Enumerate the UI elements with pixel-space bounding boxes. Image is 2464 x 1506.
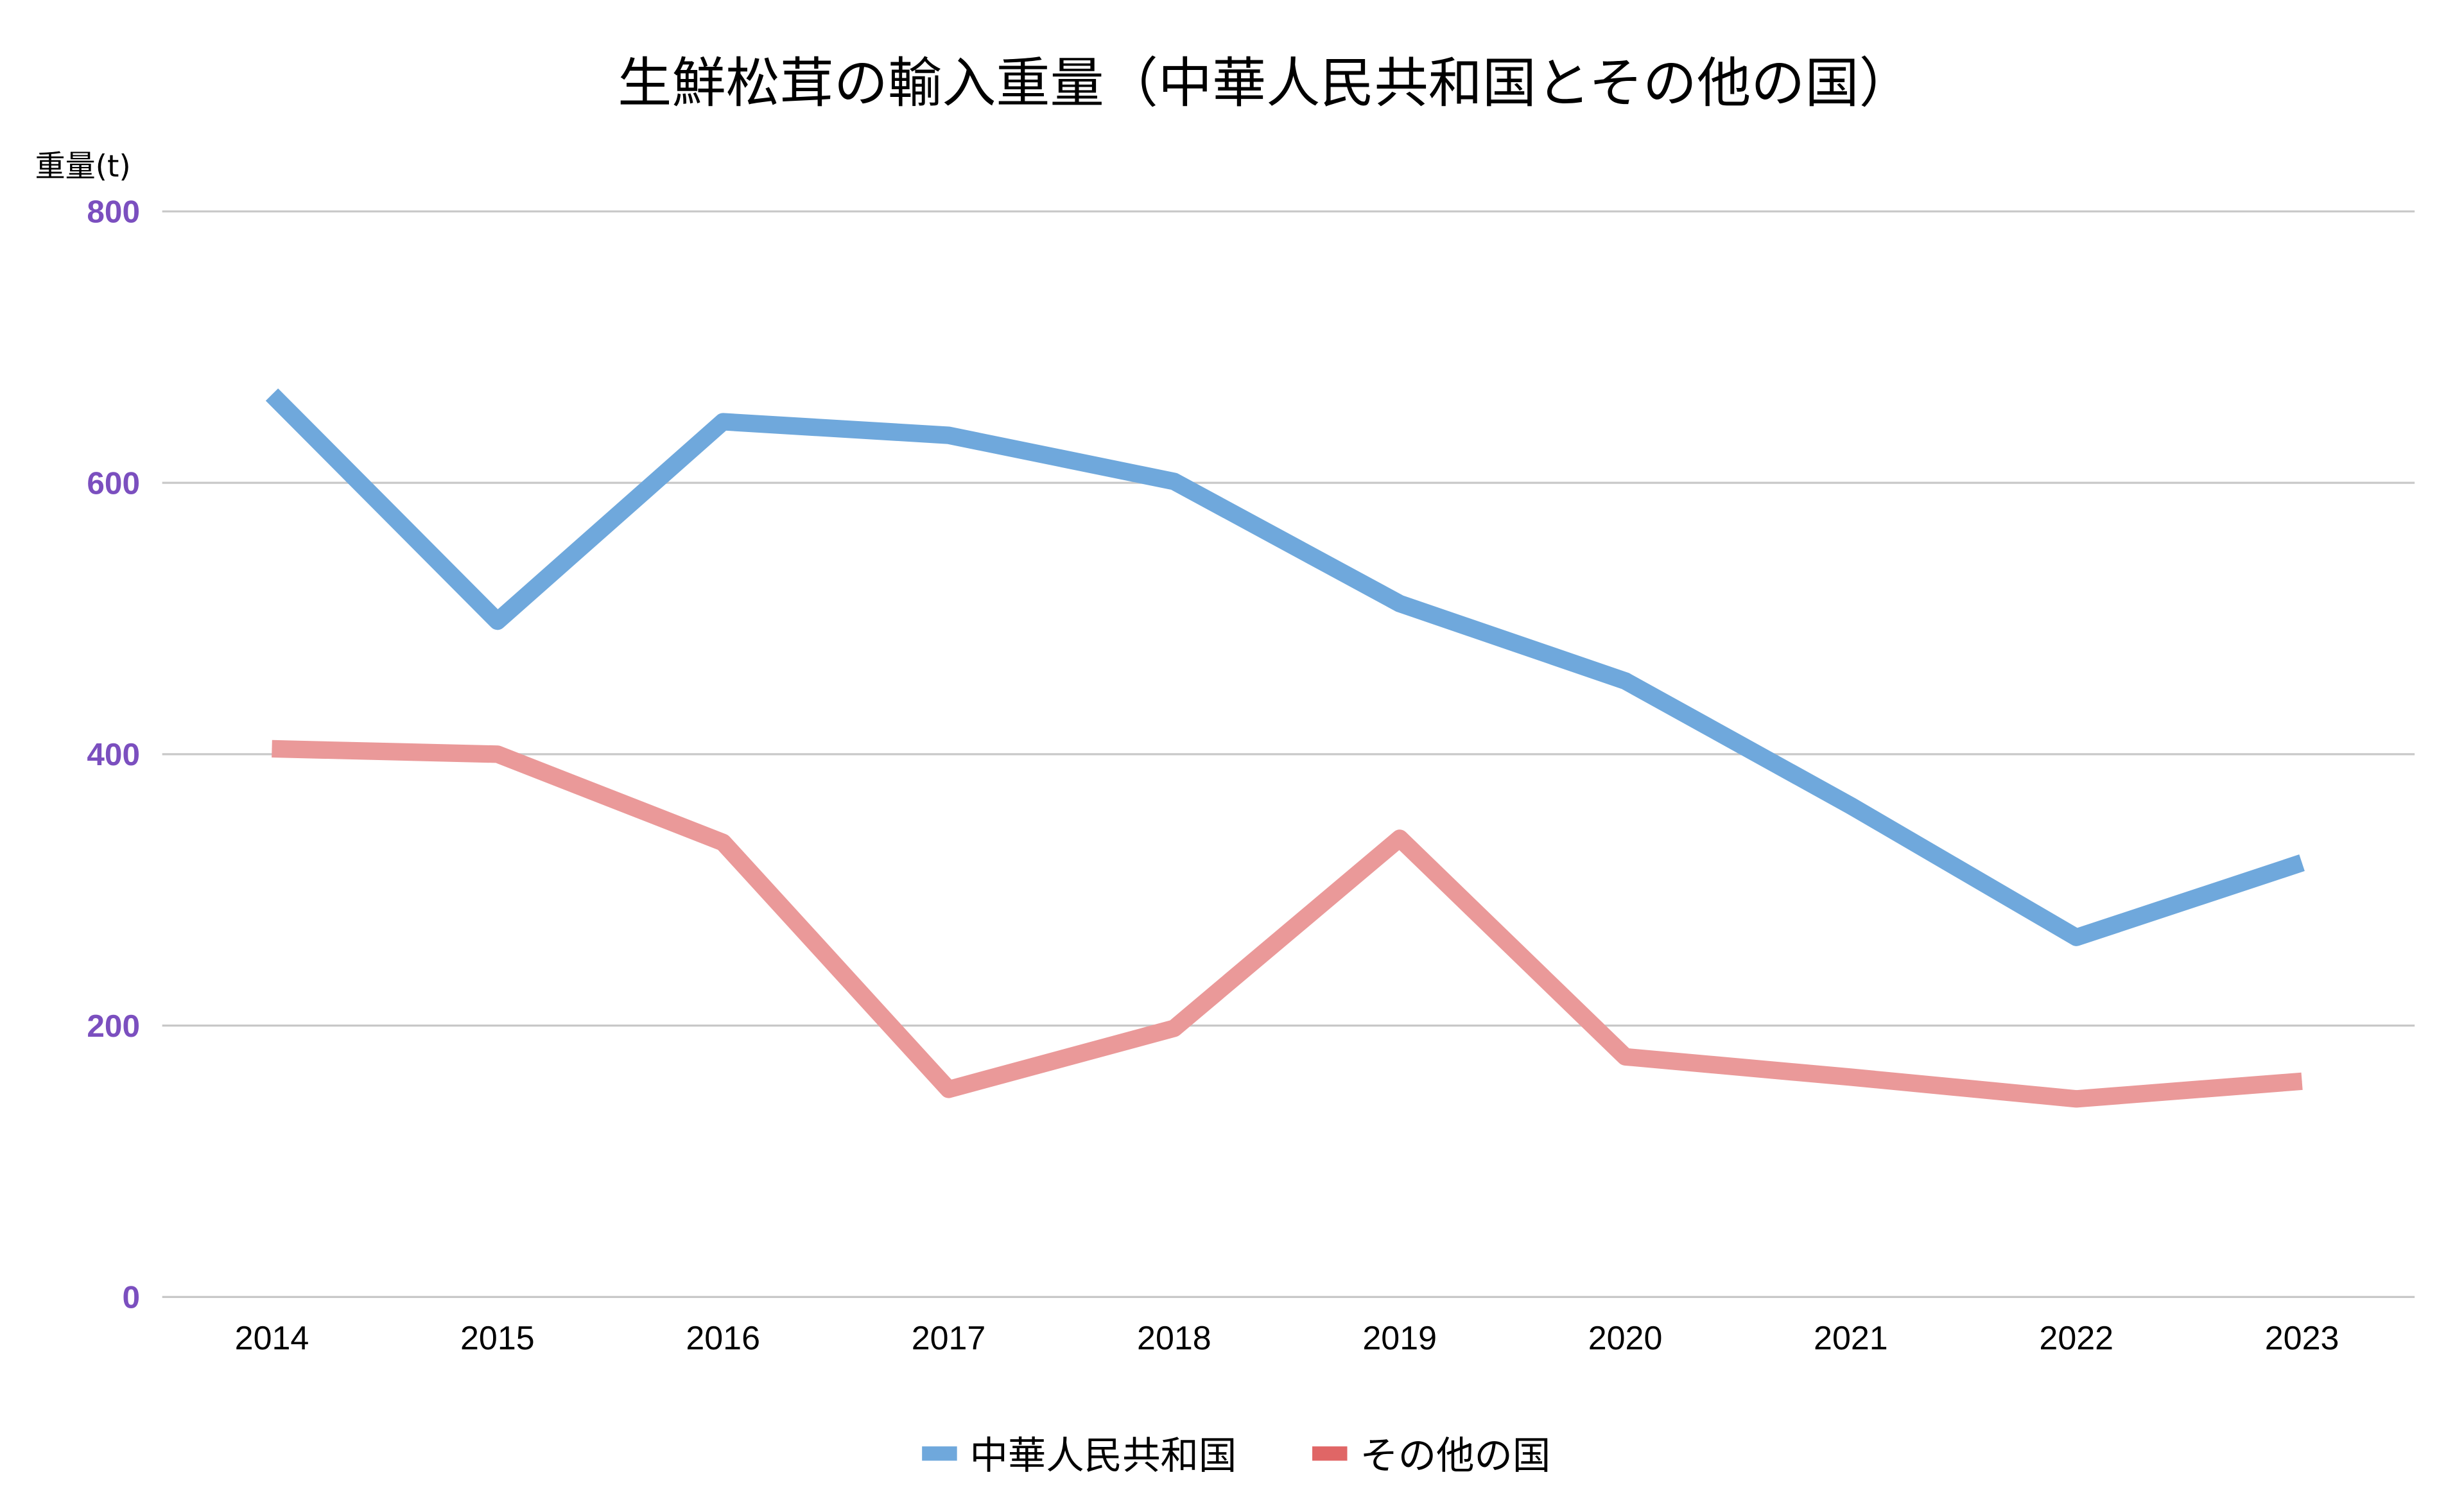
y-tick-label: 800: [87, 195, 140, 230]
y-tick-label: 400: [87, 737, 140, 772]
series-line-1: [272, 740, 2303, 1108]
x-tick-label: 2020: [1588, 1320, 1663, 1357]
y-tick-label: 200: [87, 1008, 140, 1044]
y-tick-label: 0: [122, 1280, 140, 1315]
x-tick-label: 2014: [235, 1320, 309, 1357]
x-tick-label: 2021: [1814, 1320, 1888, 1357]
legend: 中華人民共和国 その他の国: [922, 1434, 1550, 1478]
y-tick-label: 600: [87, 465, 140, 501]
chart-title: 生鮮松茸の輸入重量（中華人民共和国とその他の国）: [618, 51, 1913, 114]
series-line-0: [265, 388, 2305, 946]
x-tick-label: 2022: [2039, 1320, 2113, 1357]
x-tick-label: 2015: [460, 1320, 535, 1357]
legend-label-0: 中華人民共和国: [969, 1434, 1236, 1478]
x-tick-label: 2019: [1362, 1320, 1437, 1357]
x-tick-label: 2016: [686, 1320, 760, 1357]
y-axis-label: 重量(t): [35, 149, 131, 184]
legend-swatch-1: [1312, 1446, 1348, 1461]
x-tick-label: 2018: [1137, 1320, 1211, 1357]
x-tick-label: 2023: [2265, 1320, 2339, 1357]
legend-swatch-0: [922, 1446, 957, 1461]
x-tick-label: 2017: [912, 1320, 986, 1357]
legend-label-1: その他の国: [1360, 1434, 1550, 1478]
